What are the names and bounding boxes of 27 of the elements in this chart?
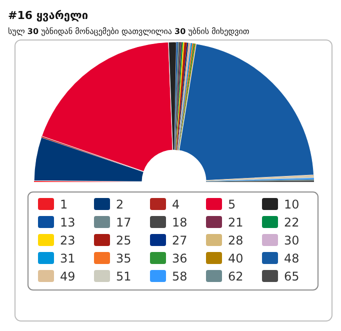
chart-subtitle: სულ 30 უბნიდან მონაცემები დათვლილია 30 უბნის მიხედვით	[8, 27, 250, 36]
legend-label: 17	[116, 216, 132, 230]
legend-label: 31	[60, 252, 76, 266]
legend-label: 36	[172, 252, 188, 266]
legend-label: 62	[228, 270, 244, 284]
legend-label: 22	[284, 216, 300, 230]
legend-label: 13	[60, 216, 76, 230]
legend-label: 35	[116, 252, 132, 266]
legend-label: 65	[284, 270, 300, 284]
legend-label: 21	[228, 216, 244, 230]
legend-label: 30	[284, 234, 300, 248]
legend-label: 48	[284, 252, 300, 266]
legend-label: 51	[116, 270, 132, 284]
legend-label: 58	[172, 270, 188, 284]
legend-label: 2	[116, 198, 124, 212]
legend-label: 28	[228, 234, 244, 248]
legend-label: 25	[116, 234, 132, 248]
chart-title: #16 ყვარელი	[8, 9, 88, 22]
legend-label: 5	[228, 198, 236, 212]
legend-label: 49	[60, 270, 76, 284]
legend-label: 40	[228, 252, 244, 266]
legend-label: 1	[60, 198, 68, 212]
legend-label: 18	[172, 216, 188, 230]
legend-label: 10	[284, 198, 300, 212]
legend-label: 4	[172, 198, 180, 212]
legend-label: 23	[60, 234, 76, 248]
legend-label: 27	[172, 234, 188, 248]
